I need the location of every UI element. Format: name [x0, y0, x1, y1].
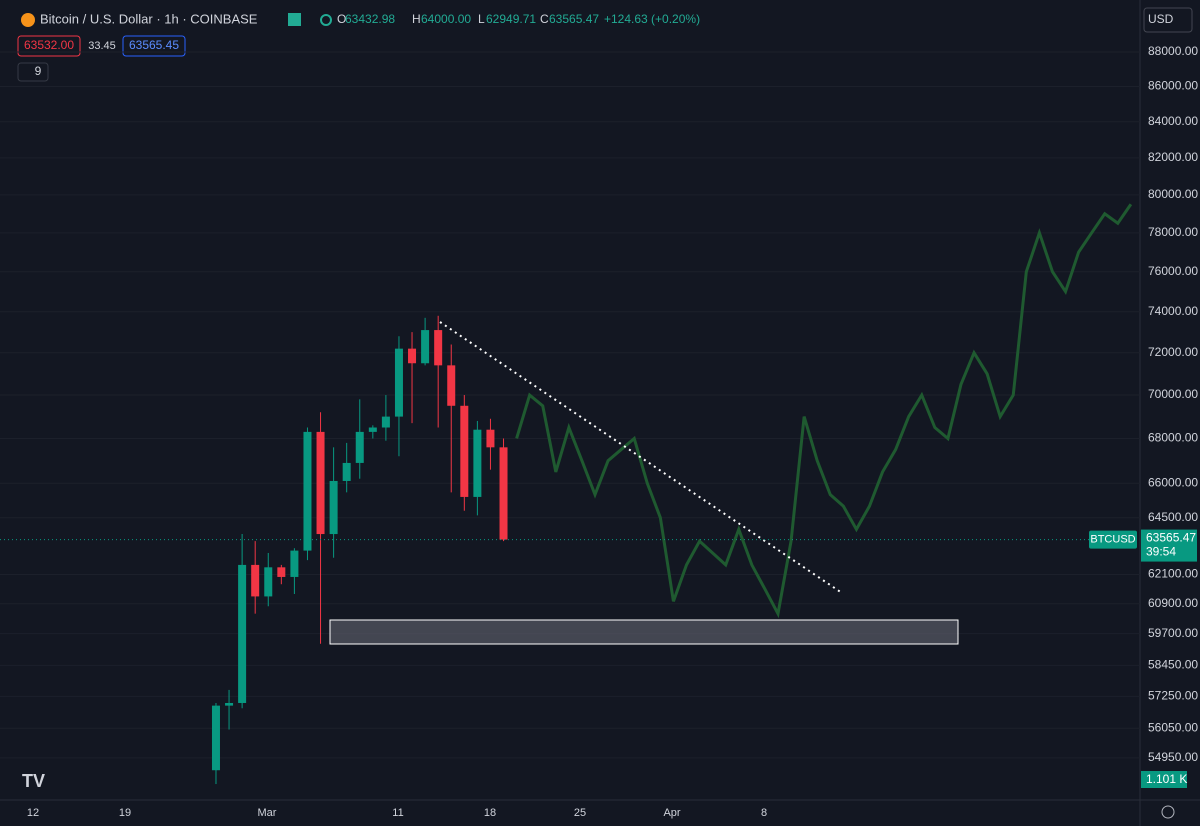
symbol-tag [1089, 530, 1137, 549]
flag[interactable] [288, 13, 301, 26]
time-tick-label: 11 [392, 807, 403, 819]
o-label: O [337, 12, 346, 26]
candle-body [473, 429, 482, 497]
status [320, 14, 332, 26]
change: +124.63 (+0.20%) [604, 12, 700, 26]
indicator-count: 9 [35, 64, 42, 78]
volume-tag [1141, 771, 1187, 788]
price-tick-label: 84000.00 [1148, 114, 1198, 128]
currency-button[interactable] [1143, 7, 1193, 33]
price-tick-label: 80000.00 [1148, 187, 1198, 201]
price-tick-label: 82000.00 [1148, 150, 1198, 164]
price-tick-label: 58450.00 [1148, 658, 1198, 672]
settings[interactable] [1161, 805, 1175, 819]
low: 62949.71 [486, 12, 536, 26]
currency: USD [1148, 12, 1174, 26]
logo: TV [22, 771, 45, 791]
candle-body [368, 427, 377, 432]
candle-body [329, 480, 338, 535]
candle-body [355, 431, 364, 463]
candle-body [447, 365, 456, 406]
last-price: 63565.47 [1146, 531, 1196, 545]
price-tick-label: 59700.00 [1148, 626, 1198, 640]
price-tick-label: 68000.00 [1148, 431, 1198, 445]
price-tick-label: 62100.00 [1148, 567, 1198, 581]
candle-body [238, 564, 247, 703]
price-tick-label: 57250.00 [1148, 689, 1198, 703]
candle-body [211, 705, 220, 771]
coin-icon [21, 13, 35, 27]
candle-body [251, 564, 260, 597]
candle-body [264, 567, 273, 597]
time-tick-label: 25 [574, 807, 586, 819]
candle-body [408, 348, 417, 364]
candle-body [486, 429, 495, 448]
c-label: C [540, 12, 549, 26]
projection-line [515, 203, 1133, 619]
time-tick-label: 12 [27, 807, 39, 819]
candle-body [277, 567, 286, 577]
price-tick-label: 70000.00 [1148, 387, 1198, 401]
candle-body [316, 431, 325, 535]
time-tick-label: 8 [761, 807, 767, 819]
candle-body [342, 462, 351, 481]
price-tick-label: 88000.00 [1148, 44, 1198, 58]
time-tick-label: Mar [258, 807, 277, 819]
candle-body [381, 416, 390, 428]
open: 63432.98 [345, 12, 395, 26]
price-tick-label: 76000.00 [1148, 264, 1198, 278]
price-tick-label: 78000.00 [1148, 225, 1198, 239]
symbol: Bitcoin / U.S. Dollar · 1h · COINBASE [40, 11, 258, 26]
candle-body [460, 405, 469, 497]
buy-price: 63565.45 [129, 38, 179, 52]
candle-body [499, 447, 508, 540]
sell-button[interactable] [17, 35, 81, 57]
price-tick-label: 72000.00 [1148, 345, 1198, 359]
price-tick-label: 56050.00 [1148, 720, 1198, 734]
countdown: 39:54 [1146, 545, 1176, 559]
high: 64000.00 [421, 12, 471, 26]
buy-button[interactable] [122, 35, 186, 57]
candle-body [394, 348, 403, 417]
time-tick-label: 18 [484, 807, 496, 819]
volume-label: 1.101 K [1146, 772, 1187, 786]
h-label: H [412, 12, 421, 26]
symbol-tag-text: BTCUSD [1090, 533, 1135, 545]
price-tick-label: 54950.00 [1148, 750, 1198, 764]
candle-body [421, 330, 430, 364]
last-price-tag [1141, 529, 1197, 562]
time-tick-label: 19 [119, 807, 131, 819]
close: 63565.47 [549, 12, 599, 26]
l-label: L [478, 12, 485, 26]
candle-body [225, 702, 234, 706]
sell-price: 63532.00 [24, 38, 74, 52]
candle-body [434, 330, 443, 366]
candle-body [303, 431, 312, 551]
price-tick-label: 66000.00 [1148, 475, 1198, 489]
candle-body [290, 550, 299, 577]
price-tick-label: 60900.00 [1148, 596, 1198, 610]
price-tick-label: 64500.00 [1148, 510, 1198, 524]
price-tick-label: 74000.00 [1148, 304, 1198, 318]
time-tick-label: Apr [663, 807, 680, 819]
price-tick-label: 86000.00 [1148, 79, 1198, 93]
indicator-toggle[interactable] [17, 62, 49, 82]
ohlc: O 63432.98 H 64000.00 L 62949.71 C 63565… [337, 12, 700, 26]
support-zone [329, 619, 959, 645]
spread: 33.45 [88, 40, 116, 52]
